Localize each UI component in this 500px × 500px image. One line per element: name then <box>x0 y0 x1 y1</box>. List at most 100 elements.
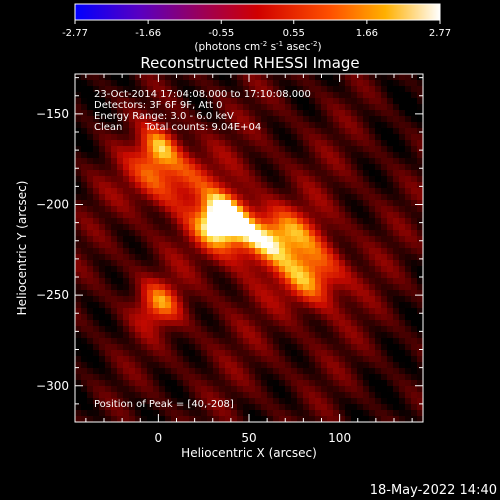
heatmap-cell <box>189 416 196 422</box>
heatmap-cell <box>273 158 280 165</box>
heatmap-cell <box>81 134 88 141</box>
heatmap-cell <box>399 326 406 333</box>
heatmap-cell <box>123 410 130 417</box>
heatmap-cell <box>123 356 130 363</box>
heatmap-cell <box>81 296 88 303</box>
heatmap-cell <box>393 86 400 93</box>
heatmap-cell <box>129 98 136 105</box>
heatmap-cell <box>177 164 184 171</box>
heatmap-cell <box>147 404 154 411</box>
heatmap-cell <box>195 170 202 177</box>
heatmap-cell <box>225 308 232 315</box>
heatmap-cell <box>267 374 274 381</box>
heatmap-cell <box>147 242 154 249</box>
heatmap-cell <box>165 236 172 243</box>
heatmap-cell <box>363 278 370 285</box>
heatmap-cell <box>285 350 292 357</box>
heatmap-cell <box>195 98 202 105</box>
heatmap-cell <box>231 344 238 351</box>
heatmap-cell <box>93 284 100 291</box>
heatmap-cell <box>105 344 112 351</box>
heatmap-cell <box>273 74 280 81</box>
heatmap-cell <box>177 338 184 345</box>
heatmap-cell <box>267 200 274 207</box>
heatmap-cell <box>297 176 304 183</box>
heatmap-cell <box>195 320 202 327</box>
heatmap-cell <box>411 128 418 135</box>
heatmap-cell <box>321 170 328 177</box>
heatmap-cell <box>153 98 160 105</box>
heatmap-cell <box>399 86 406 93</box>
heatmap-cell <box>345 80 352 87</box>
heatmap-cell <box>387 266 394 273</box>
heatmap-cell <box>333 86 340 93</box>
heatmap-cell <box>357 296 364 303</box>
heatmap-cell <box>303 242 310 249</box>
heatmap-cell <box>261 350 268 357</box>
heatmap-cell <box>303 254 310 261</box>
heatmap-cell <box>111 146 118 153</box>
heatmap-cell <box>201 158 208 165</box>
heatmap-cell <box>87 110 94 117</box>
heatmap-cell <box>315 410 322 417</box>
heatmap-cell <box>243 194 250 201</box>
heatmap-cell <box>393 200 400 207</box>
heatmap-cell <box>237 404 244 411</box>
heatmap-cell <box>141 344 148 351</box>
heatmap-cell <box>363 188 370 195</box>
heatmap-cell <box>417 152 423 159</box>
heatmap-cell <box>357 182 364 189</box>
heatmap-cell <box>393 146 400 153</box>
heatmap-cell <box>327 158 334 165</box>
heatmap-cell <box>237 284 244 291</box>
heatmap-cell <box>189 182 196 189</box>
heatmap-cell <box>357 326 364 333</box>
heatmap-cell <box>345 392 352 399</box>
heatmap-cell <box>159 296 166 303</box>
heatmap-cell <box>387 74 394 81</box>
heatmap-cell <box>189 236 196 243</box>
heatmap-cell <box>105 164 112 171</box>
heatmap-cell <box>75 164 82 171</box>
heatmap-cell <box>351 98 358 105</box>
heatmap-cell <box>405 92 412 99</box>
heatmap-cell <box>123 416 130 422</box>
heatmap-cell <box>339 212 346 219</box>
heatmap-cell <box>189 224 196 231</box>
heatmap-cell <box>243 248 250 255</box>
heatmap-cell <box>105 242 112 249</box>
info-time-range: 23-Oct-2014 17:04:08.000 to 17:10:08.000 <box>94 89 311 100</box>
heatmap-cell <box>123 248 130 255</box>
heatmap-cell <box>195 344 202 351</box>
heatmap-cell <box>111 80 118 87</box>
heatmap-cell <box>165 230 172 237</box>
heatmap-cell <box>195 404 202 411</box>
heatmap-cell <box>357 392 364 399</box>
heatmap-cell <box>93 254 100 261</box>
heatmap-cell <box>141 134 148 141</box>
heatmap-cell <box>339 140 346 147</box>
heatmap-cell <box>177 176 184 183</box>
heatmap-cell <box>363 152 370 159</box>
heatmap-cell <box>201 416 208 422</box>
heatmap-cell <box>177 158 184 165</box>
heatmap-cell <box>189 212 196 219</box>
heatmap-cell <box>243 326 250 333</box>
heatmap-cell <box>189 380 196 387</box>
heatmap-cell <box>189 278 196 285</box>
heatmap-cell <box>171 302 178 309</box>
heatmap-cell <box>177 206 184 213</box>
heatmap-cell <box>231 248 238 255</box>
heatmap-cell <box>315 236 322 243</box>
heatmap-cell <box>141 260 148 267</box>
heatmap-cell <box>231 242 238 249</box>
heatmap-cell <box>99 338 106 345</box>
heatmap-cell <box>123 278 130 285</box>
heatmap-cell <box>363 80 370 87</box>
heatmap-cell <box>237 344 244 351</box>
heatmap-cell <box>153 206 160 213</box>
heatmap-cell <box>159 398 166 405</box>
heatmap-cell <box>153 86 160 93</box>
heatmap-cell <box>399 254 406 261</box>
heatmap-cell <box>375 392 382 399</box>
